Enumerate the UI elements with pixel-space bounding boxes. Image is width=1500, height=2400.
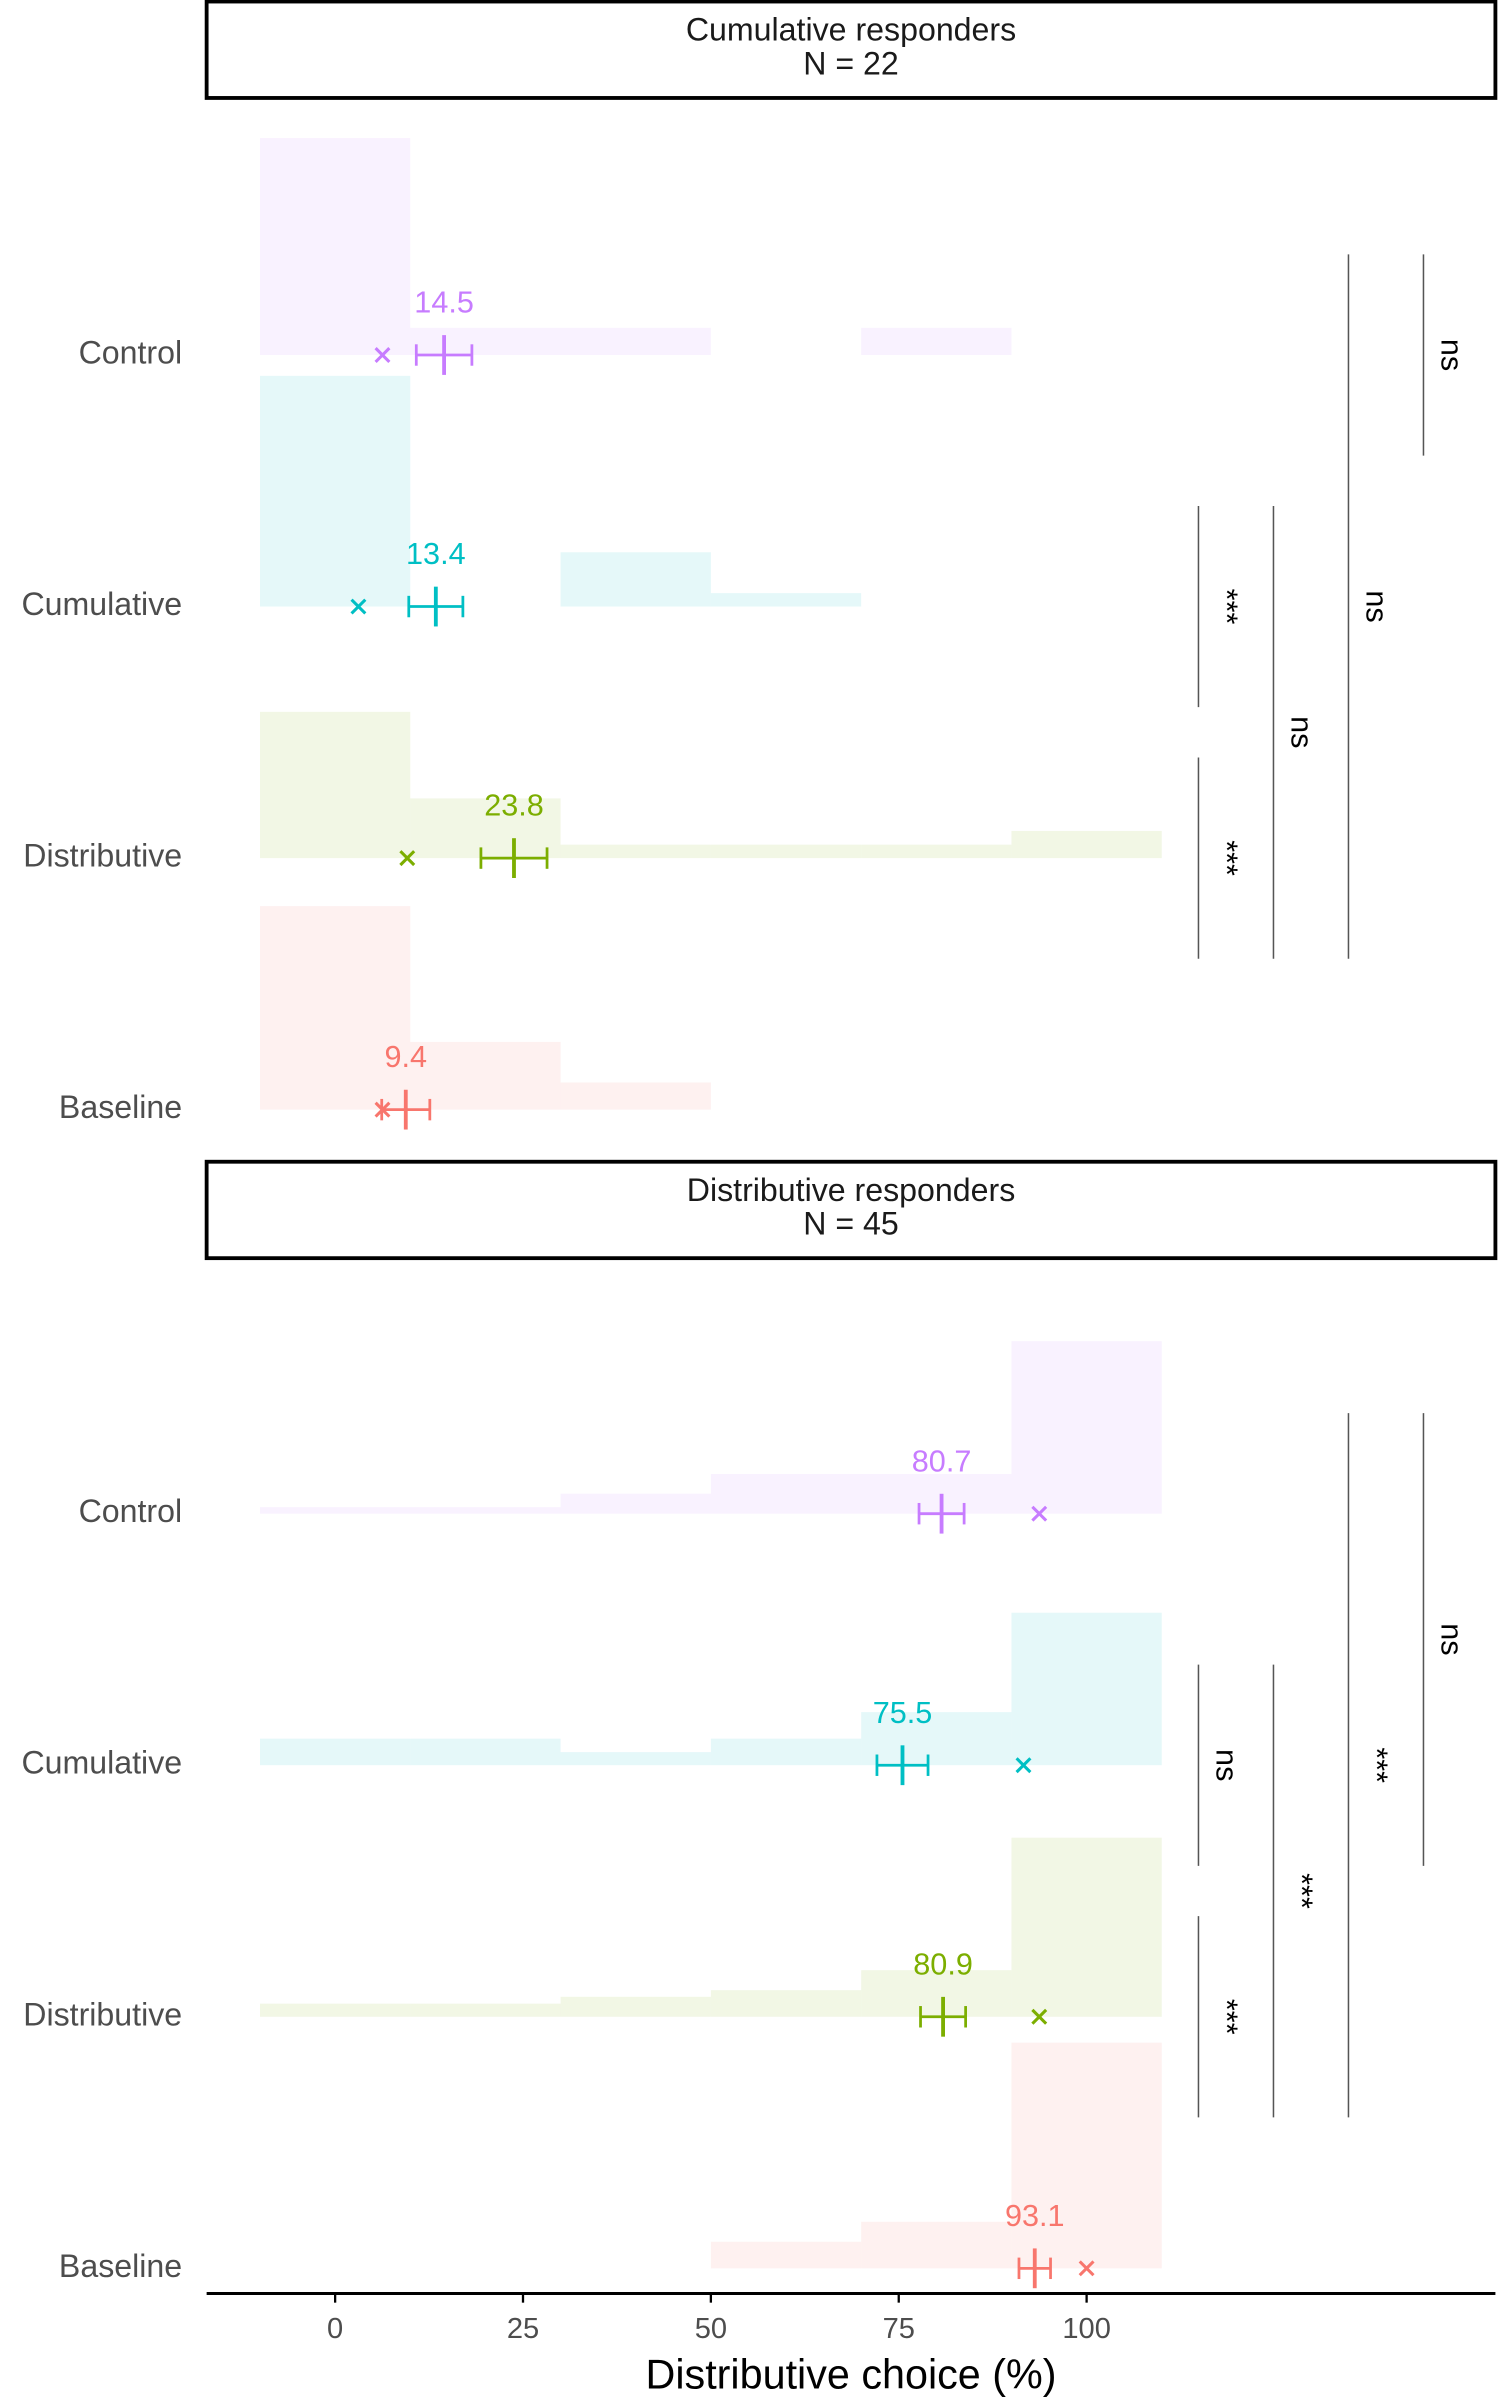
histogram-bar	[861, 1970, 1012, 2017]
y-tick-label: Baseline	[59, 1089, 182, 1125]
mean-label: 80.7	[912, 1444, 972, 1478]
histogram-bar	[710, 2241, 862, 2269]
y-tick-label: Cumulative	[21, 586, 182, 622]
histogram-bar	[259, 906, 411, 1110]
histogram-bar	[861, 1473, 1012, 1514]
histogram-bar	[259, 375, 411, 607]
panel-subtitle: N = 45	[803, 1206, 899, 1242]
histogram-bar	[560, 327, 711, 356]
histogram-bar	[710, 1473, 862, 1514]
y-tick-label: Control	[79, 334, 183, 370]
median-mark	[399, 850, 416, 867]
x-tick-label: 75	[883, 2313, 915, 2345]
histogram-bar	[1011, 1837, 1162, 2017]
panel-subtitle: N = 22	[803, 45, 899, 81]
histogram-bar	[560, 1493, 711, 1514]
significance-label: ***	[1209, 1999, 1243, 2035]
y-tick-label: Control	[79, 1493, 183, 1529]
histogram-bar	[410, 1041, 561, 1110]
histogram-bar	[710, 844, 862, 859]
histogram-bar	[560, 1082, 711, 1110]
mean-label: 93.1	[1005, 2199, 1065, 2233]
histogram-bar	[560, 552, 711, 607]
histogram-bar	[410, 1738, 561, 1766]
histogram-bar	[410, 327, 561, 356]
x-axis-title: Distributive choice (%)	[646, 2352, 1057, 2398]
histogram-bar	[259, 711, 411, 859]
y-tick-label: Cumulative	[21, 1745, 182, 1781]
significance-label: ***	[1359, 1747, 1393, 1783]
histogram-bar	[710, 593, 862, 607]
significance-label: ***	[1209, 589, 1243, 625]
y-tick-label: Distributive	[23, 1996, 182, 2032]
x-tick-label: 100	[1062, 2313, 1111, 2345]
mean-label: 14.5	[414, 286, 474, 320]
histogram-bar	[710, 1990, 862, 2017]
y-tick-label: Distributive	[23, 838, 182, 874]
histogram-bar	[1011, 830, 1162, 859]
histogram-bar	[861, 1712, 1012, 1766]
significance-label: ns	[1434, 339, 1468, 371]
y-tick-label: Baseline	[59, 2248, 182, 2284]
histogram-bar	[560, 844, 711, 859]
median-mark	[350, 598, 367, 615]
significance-label: ns	[1434, 1623, 1468, 1655]
mean-label: 13.4	[406, 537, 466, 571]
histogram-bar	[560, 1996, 711, 2017]
histogram-bar	[410, 798, 561, 859]
histogram-bar	[1011, 1341, 1162, 1514]
histogram-bar	[259, 1507, 411, 1514]
x-tick-label: 50	[695, 2313, 727, 2345]
median-mark	[1015, 1757, 1032, 1774]
histogram-bar	[410, 1507, 561, 1514]
histogram-bar	[259, 1738, 411, 1766]
histogram-bar	[560, 1752, 711, 1766]
x-tick-label: 25	[507, 2313, 539, 2345]
histogram-bar	[1011, 2042, 1162, 2269]
mean-label: 80.9	[913, 1947, 973, 1981]
mean-label: 9.4	[384, 1040, 427, 1074]
histogram-bar	[1011, 1612, 1162, 1766]
strip	[204, 1159, 1498, 1261]
significance-label: ***	[1284, 1873, 1318, 1909]
histogram-bar	[410, 2003, 561, 2017]
histogram-bar	[259, 138, 411, 356]
median-mark	[1031, 2008, 1048, 2025]
histogram-bar	[259, 2003, 411, 2017]
strip	[204, 0, 1498, 100]
panel-title: Distributive responders	[687, 1172, 1016, 1208]
significance-label: ns	[1209, 1749, 1243, 1781]
significance-label: ns	[1284, 716, 1318, 748]
median-mark	[374, 347, 391, 363]
mean-label: 75.5	[873, 1696, 933, 1730]
histogram-bar	[861, 844, 1012, 859]
median-mark	[1078, 2260, 1095, 2277]
significance-label: ns	[1359, 590, 1393, 622]
median-mark	[1031, 1505, 1048, 1522]
x-tick-label: 0	[327, 2313, 343, 2345]
histogram-bar	[710, 1738, 862, 1766]
significance-label: ***	[1209, 840, 1243, 876]
histogram-bar	[861, 2221, 1012, 2269]
panel-title: Cumulative responders	[686, 12, 1016, 48]
histogram-bar	[861, 327, 1012, 356]
median-mark	[374, 1101, 391, 1118]
mean-label: 23.8	[484, 789, 544, 823]
